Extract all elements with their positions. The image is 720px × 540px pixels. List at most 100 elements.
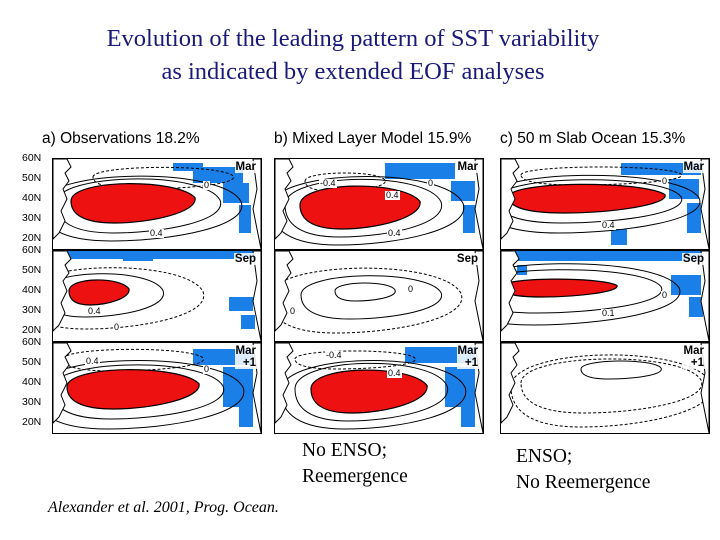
negative-anomaly-region xyxy=(239,407,253,427)
negative-anomaly-region xyxy=(385,163,455,179)
sst-map xyxy=(53,159,261,249)
season-label: Sep xyxy=(455,253,479,265)
sst-map xyxy=(53,343,261,433)
north-america-coastline xyxy=(700,159,709,249)
positive-anomaly-region xyxy=(508,183,666,214)
map-panel-observations-mar-plus1: 0.4 0 Mar +1 xyxy=(52,342,262,434)
north-america-coastline xyxy=(700,343,709,433)
season-name: Mar xyxy=(457,345,478,357)
positive-anomaly-region xyxy=(501,278,618,298)
contour-value-label: 0 xyxy=(407,284,415,294)
north-america-coastline xyxy=(474,159,483,249)
contour-value-label: 0.4 xyxy=(601,220,616,230)
caption-middle-line-2: Reemergence xyxy=(302,466,408,487)
citation: Alexander et al. 2001, Prog. Ocean. xyxy=(48,499,279,516)
lat-label-sep-4: 20N xyxy=(22,324,42,336)
lat-label-mar-plus1-3: 30N xyxy=(22,396,42,408)
negative-anomaly-region xyxy=(669,179,699,199)
column-title-observations: a) Observations 18.2% xyxy=(42,130,200,147)
season-label: Mar +1 xyxy=(682,345,705,369)
contour-value-label: 0 xyxy=(427,178,435,188)
column-title-slab-ocean: c) 50 m Slab Ocean 15.3% xyxy=(500,130,686,147)
contour-line xyxy=(501,269,663,314)
negative-anomaly-region xyxy=(671,275,701,295)
asia-coastline xyxy=(501,159,520,240)
lat-label-mar-0: 60N xyxy=(22,152,42,164)
season-year-offset: +1 xyxy=(464,357,478,369)
negative-anomaly-region xyxy=(193,167,243,183)
negative-anomaly-region xyxy=(517,265,527,275)
contour-line xyxy=(501,179,683,224)
contour-line xyxy=(53,364,225,420)
map-panel-observations-mar: 0.4 0 Mar xyxy=(52,158,262,250)
negative-anomaly-region xyxy=(223,183,249,203)
negative-anomaly-region xyxy=(687,203,701,233)
contour-value-label: 0 xyxy=(203,180,211,190)
map-panel-mixed-layer-mar: -0.4 0.4 0.4 0 Mar xyxy=(274,158,484,250)
asia-coastline xyxy=(275,251,294,332)
negative-anomaly-region xyxy=(621,163,701,175)
asia-coastline xyxy=(53,343,72,424)
contour-value-label: 0 xyxy=(113,322,121,332)
contour-value-label: 0.4 xyxy=(387,368,402,378)
contour-value-label: 0.4 xyxy=(387,228,402,238)
contour-line xyxy=(280,360,467,430)
season-year-offset: +1 xyxy=(690,357,704,369)
sst-map xyxy=(275,251,483,341)
positive-anomaly-region xyxy=(70,183,196,224)
caption-right-line-2: No Reemergence xyxy=(516,472,651,493)
contour-line xyxy=(294,362,449,422)
contour-value-label: -0.4 xyxy=(325,350,343,360)
negative-contour-line xyxy=(520,166,683,186)
negative-anomaly-region xyxy=(229,297,253,311)
contour-line xyxy=(275,267,463,334)
sst-map xyxy=(275,343,483,433)
season-name: Mar xyxy=(457,161,478,173)
negative-contour-line xyxy=(62,348,204,372)
negative-anomaly-region xyxy=(461,407,475,427)
north-america-coastline xyxy=(252,343,261,433)
contour-line xyxy=(53,360,245,430)
season-year-offset: +1 xyxy=(242,357,256,369)
season-name: Mar xyxy=(683,161,704,173)
lat-label-mar-plus1-1: 50N xyxy=(22,356,42,368)
contour-value-label: 0.4 xyxy=(149,228,164,238)
season-label: Sep xyxy=(681,253,705,265)
season-name: Sep xyxy=(234,253,256,265)
contour-line xyxy=(53,175,243,242)
negative-anomaly-region xyxy=(689,297,703,317)
positive-anomaly-region xyxy=(68,279,130,306)
positive-anomaly-region xyxy=(66,369,200,410)
map-panel-slab-ocean-sep: 0.1 0 Sep xyxy=(500,250,710,342)
negative-contour-line xyxy=(294,350,416,370)
contour-line xyxy=(334,282,396,302)
contour-value-label: 0 xyxy=(661,176,669,186)
contour-line xyxy=(501,263,681,326)
north-america-coastline xyxy=(252,159,261,249)
asia-coastline xyxy=(501,251,520,332)
slide-title: Evolution of the leading pattern of SST … xyxy=(0,22,706,88)
contour-value-label: 0.4 xyxy=(85,356,100,366)
asia-coastline xyxy=(275,159,294,240)
contour-line xyxy=(275,176,465,246)
lat-label-sep-2: 40N xyxy=(22,284,42,296)
lat-label-mar-3: 30N xyxy=(22,212,42,224)
negative-contour-line xyxy=(510,354,709,428)
positive-anomaly-region xyxy=(310,369,428,414)
negative-anomaly-region xyxy=(241,315,255,329)
sst-map xyxy=(501,159,709,249)
season-name: Sep xyxy=(456,253,478,265)
eof-figure: a) Observations 18.2% b) Mixed Layer Mod… xyxy=(12,128,714,443)
lat-label-mar-4: 20N xyxy=(22,232,42,244)
negative-anomaly-region xyxy=(223,367,253,407)
asia-coastline xyxy=(275,343,294,424)
season-name: Mar xyxy=(235,161,256,173)
contour-value-label: 0.4 xyxy=(87,306,102,316)
north-america-coastline xyxy=(700,251,709,341)
season-label: Mar +1 xyxy=(456,345,479,369)
contour-value-label: 0 xyxy=(203,364,211,374)
lat-label-sep-3: 30N xyxy=(22,304,42,316)
negative-anomaly-region xyxy=(501,251,709,261)
lat-label-sep-0: 60N xyxy=(22,244,42,256)
lat-label-mar-2: 40N xyxy=(22,192,42,204)
